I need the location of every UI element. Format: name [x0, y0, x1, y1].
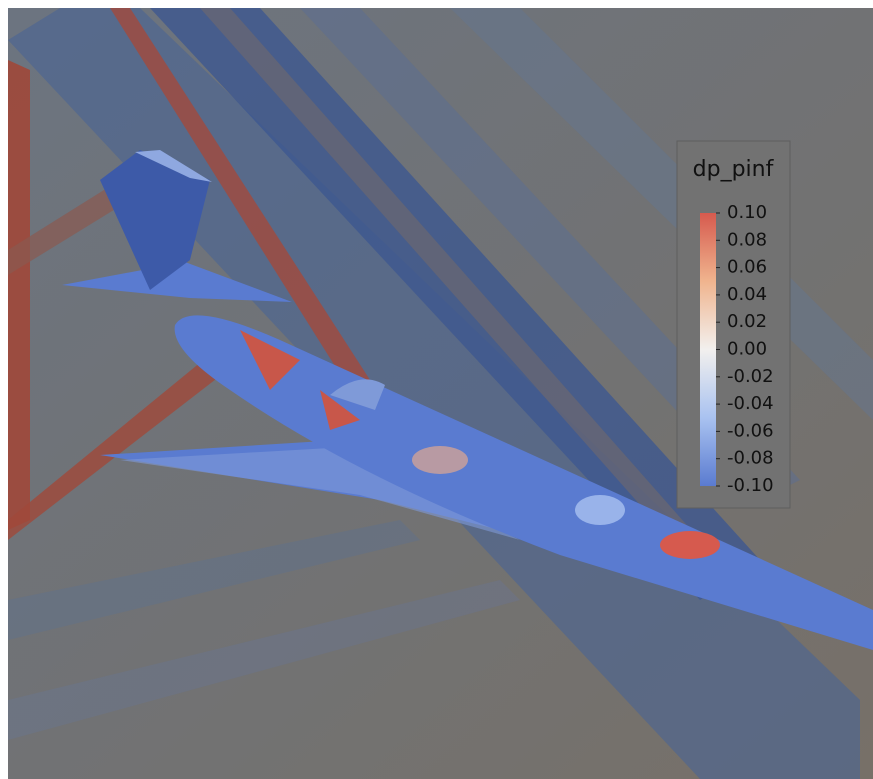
- colorbar-legend: dp_pinf 0.10 0.08 0.06 0.04 0.02 0.00 -0.02 -0.…: [677, 141, 790, 508]
- tick-label: 0.00: [727, 339, 767, 360]
- tick-label: 0.08: [727, 229, 767, 250]
- tick-label: -0.06: [727, 420, 774, 441]
- tick-label: 0.10: [727, 202, 767, 223]
- visualization: dp_pinf 0.10 0.08 0.06 0.04 0.02 0.00 -0.02 -0.…: [0, 0, 873, 779]
- tick-label: 0.06: [727, 257, 767, 278]
- tick-label: -0.08: [727, 448, 774, 469]
- legend-title: dp_pinf: [693, 157, 775, 182]
- tick-label: 0.04: [727, 284, 767, 305]
- tick-label: -0.04: [727, 393, 774, 414]
- color-scale: [700, 213, 716, 486]
- tick-label: 0.02: [727, 311, 767, 332]
- tick-label: -0.02: [727, 366, 774, 387]
- tick-label: -0.10: [727, 475, 774, 496]
